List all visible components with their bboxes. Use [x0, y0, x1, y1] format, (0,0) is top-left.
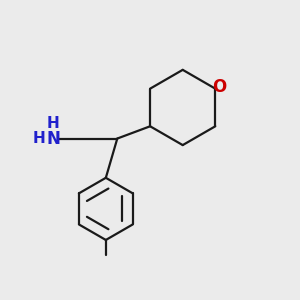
Text: O: O [212, 78, 226, 96]
Text: N: N [46, 130, 60, 148]
Text: H: H [32, 131, 45, 146]
Text: H: H [47, 116, 60, 131]
